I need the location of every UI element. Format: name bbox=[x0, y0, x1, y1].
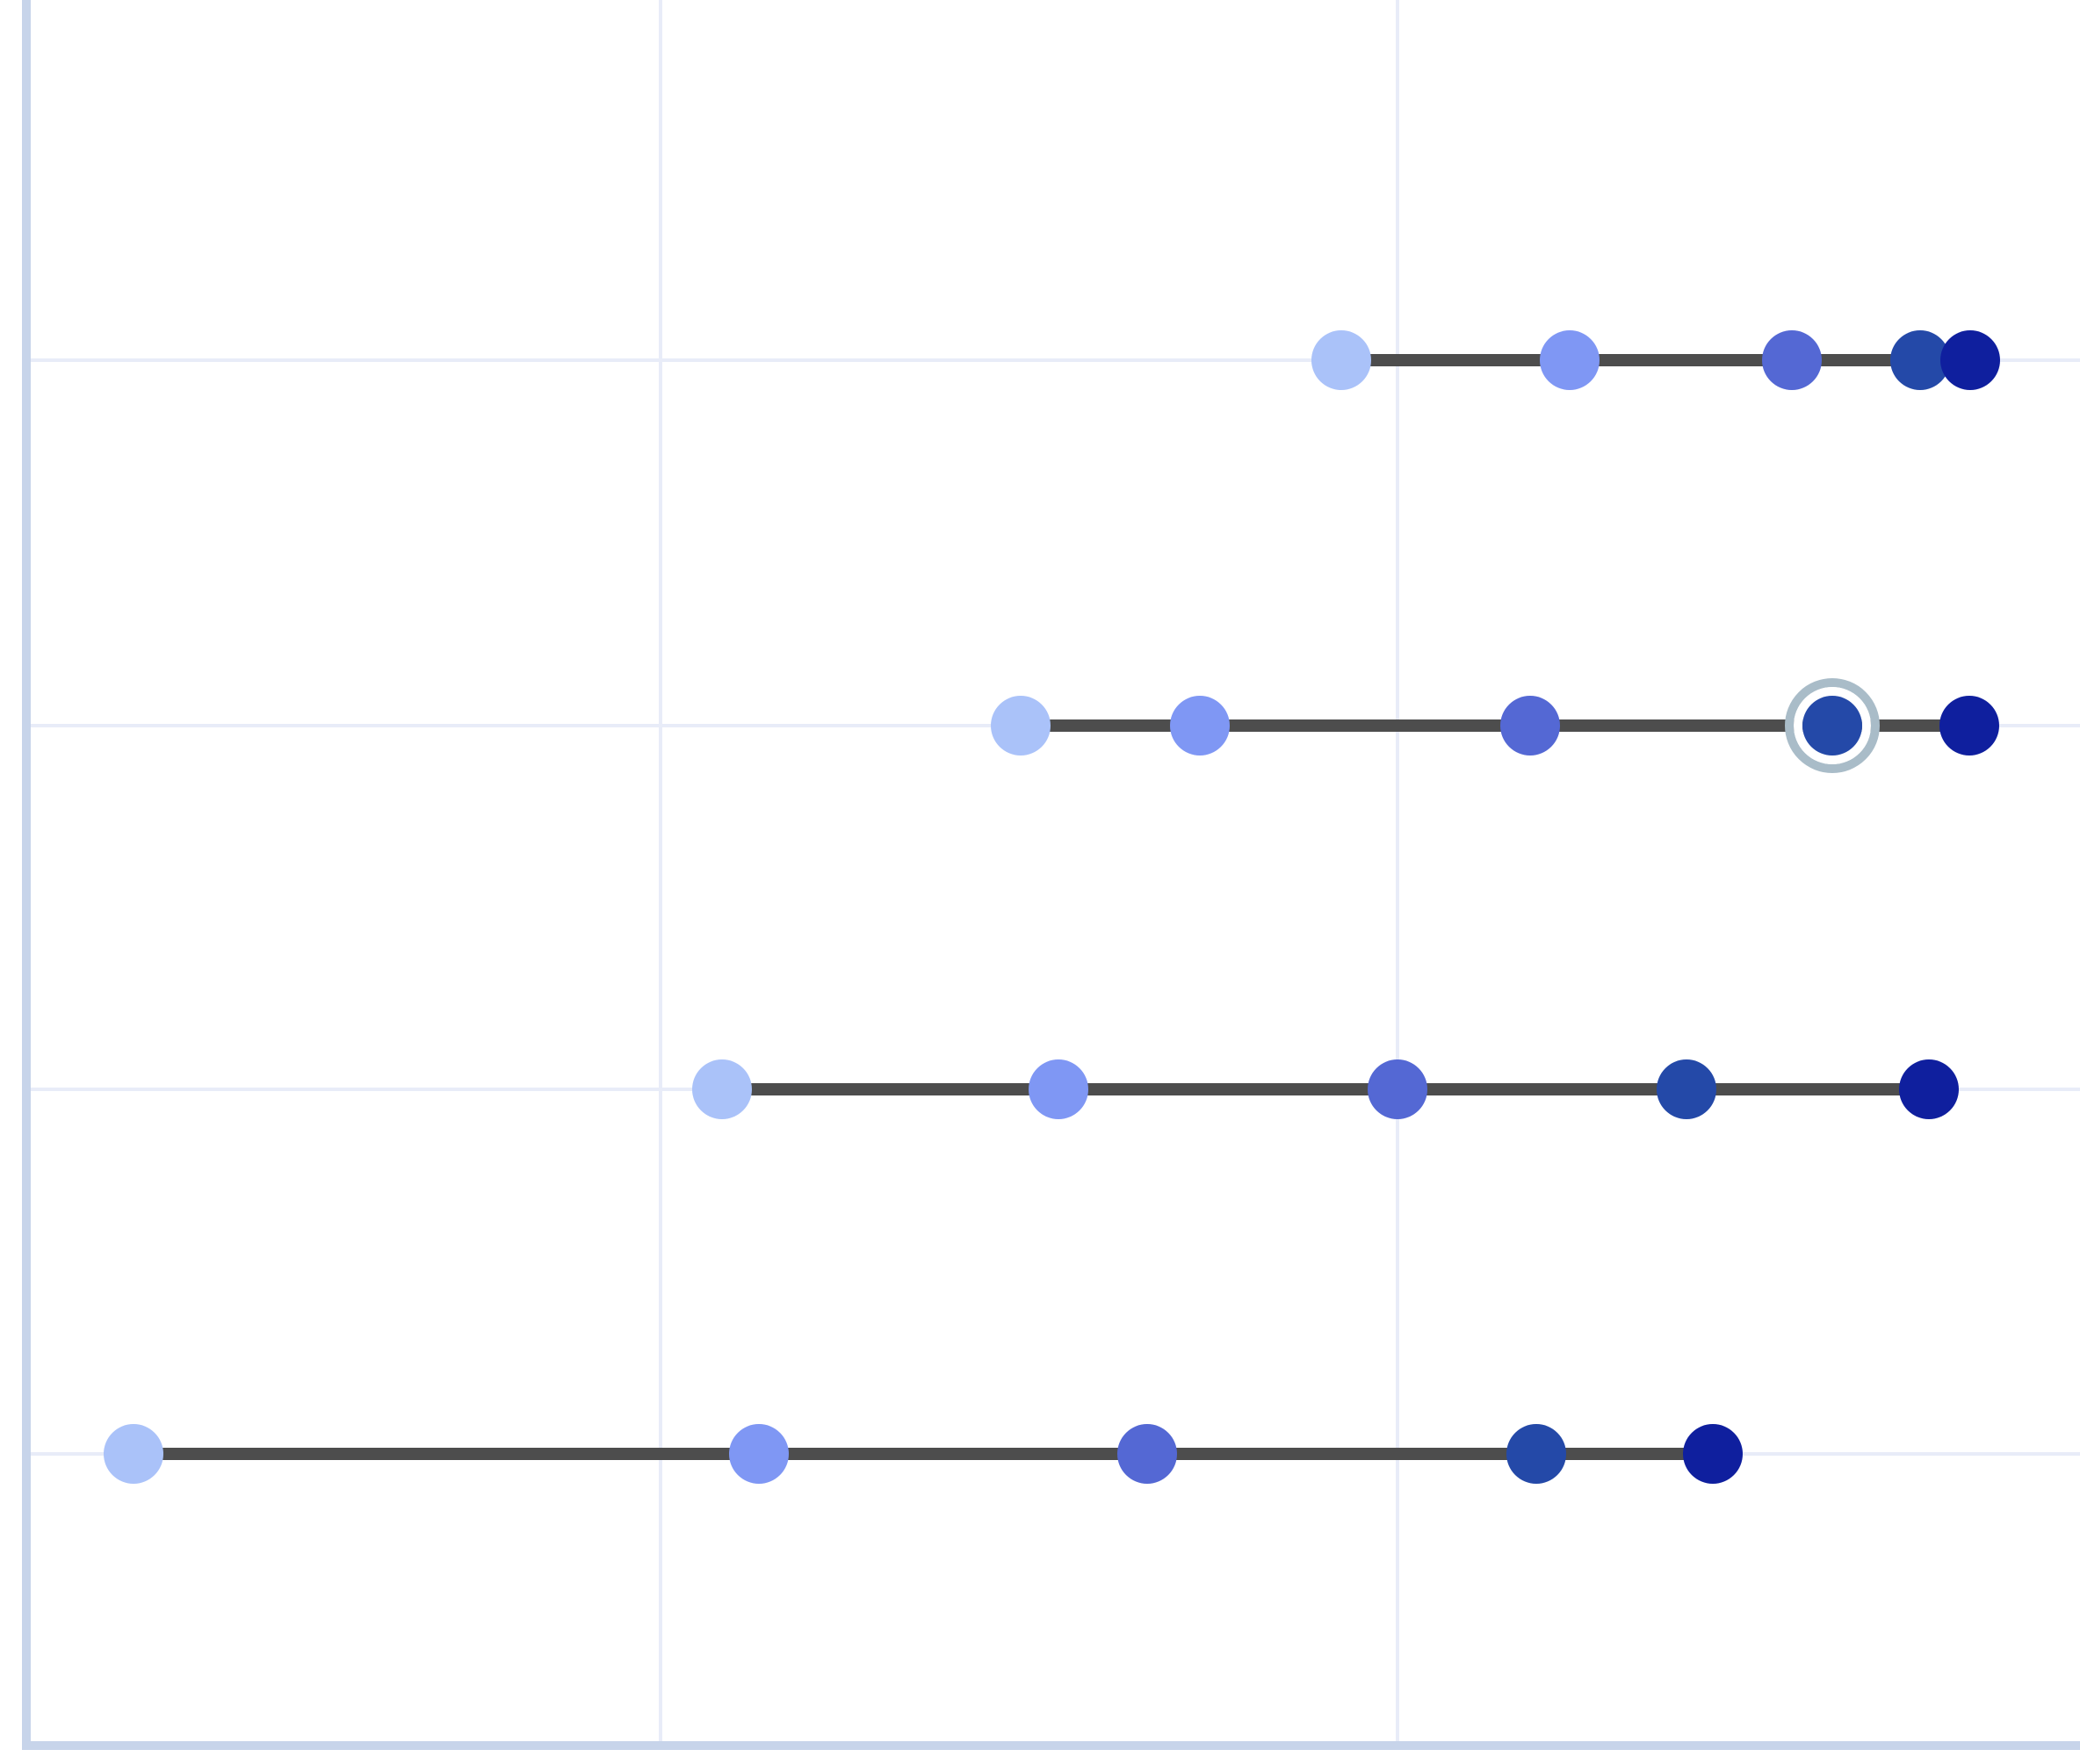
data-point-dot[interactable] bbox=[104, 1424, 163, 1484]
data-point-dot[interactable] bbox=[1368, 1059, 1427, 1119]
data-point-dot[interactable] bbox=[1940, 330, 2000, 390]
data-point-dot[interactable] bbox=[692, 1059, 752, 1119]
selection-ring-gap bbox=[1794, 687, 1871, 764]
selection-ring bbox=[1785, 678, 1880, 773]
dumbbell-row-3 bbox=[692, 1059, 1959, 1119]
data-point-dot[interactable] bbox=[1500, 696, 1560, 755]
data-point-dot[interactable] bbox=[1890, 330, 1950, 390]
dumbbell-row-4 bbox=[104, 1424, 1743, 1484]
data-point-dot[interactable] bbox=[1029, 1059, 1088, 1119]
dumbbell-row-1 bbox=[1311, 330, 2000, 390]
data-point-dot[interactable] bbox=[1117, 1424, 1177, 1484]
data-point-dot[interactable] bbox=[1540, 330, 1600, 390]
data-point-dot[interactable] bbox=[729, 1424, 789, 1484]
data-point-dot[interactable] bbox=[1657, 1059, 1716, 1119]
data-point-dot-selected[interactable] bbox=[1802, 696, 1862, 755]
dumbbell-row-2 bbox=[991, 678, 1999, 773]
data-point-dot[interactable] bbox=[1762, 330, 1822, 390]
data-point-dot[interactable] bbox=[1311, 330, 1371, 390]
data-point-dot[interactable] bbox=[1506, 1424, 1566, 1484]
series-groups bbox=[104, 330, 2000, 1484]
data-point-dot[interactable] bbox=[1939, 696, 1999, 755]
data-point-dot[interactable] bbox=[991, 696, 1051, 755]
data-point-dot[interactable] bbox=[1683, 1424, 1743, 1484]
data-point-dot[interactable] bbox=[1899, 1059, 1959, 1119]
data-point-dot[interactable] bbox=[1170, 696, 1230, 755]
axis-lines bbox=[22, 0, 2080, 1750]
